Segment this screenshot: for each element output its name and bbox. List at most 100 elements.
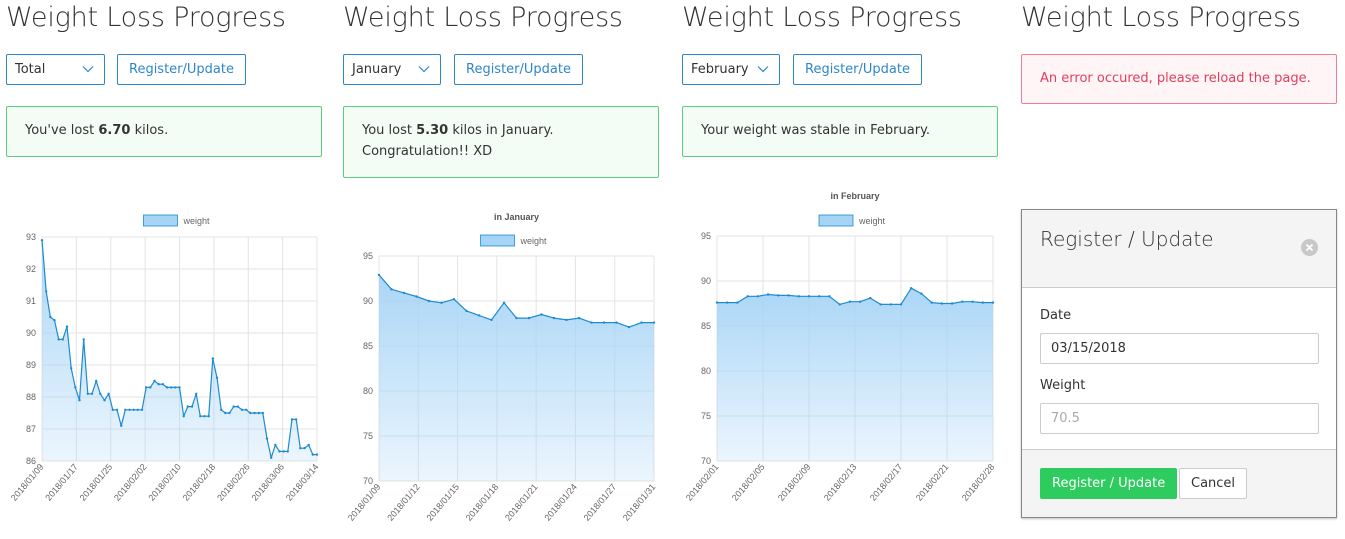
y-tick-label: 95 bbox=[363, 251, 373, 261]
data-point bbox=[295, 418, 298, 421]
data-point bbox=[818, 295, 821, 298]
y-tick-label: 90 bbox=[363, 296, 373, 306]
data-point bbox=[45, 290, 48, 293]
data-point bbox=[232, 405, 235, 408]
page-title: Weight Loss Progress bbox=[1021, 2, 1301, 33]
data-point bbox=[111, 408, 115, 411]
data-point bbox=[211, 357, 214, 360]
data-point bbox=[440, 301, 443, 304]
y-tick-label: 91 bbox=[26, 296, 36, 306]
y-tick-label: 86 bbox=[26, 456, 36, 466]
panel-february: Weight Loss Progress February Register/U… bbox=[682, 0, 1012, 539]
data-point bbox=[124, 408, 127, 411]
x-tick-label: 2018/01/24 bbox=[542, 482, 579, 523]
data-point bbox=[427, 299, 431, 303]
data-point bbox=[132, 408, 135, 411]
weight-field[interactable]: 70.5 bbox=[1040, 403, 1319, 434]
data-point bbox=[49, 315, 52, 319]
data-point bbox=[228, 411, 231, 415]
data-point bbox=[220, 408, 223, 411]
data-point bbox=[746, 295, 749, 298]
data-point bbox=[602, 321, 606, 324]
data-point bbox=[245, 408, 248, 411]
data-point bbox=[199, 415, 202, 418]
data-point bbox=[257, 411, 260, 415]
x-tick-label: 2018/02/10 bbox=[146, 462, 183, 503]
data-point bbox=[86, 392, 90, 395]
data-point bbox=[307, 443, 310, 447]
data-point bbox=[879, 303, 882, 306]
y-tick-label: 75 bbox=[363, 431, 373, 441]
close-icon[interactable] bbox=[1301, 239, 1318, 256]
data-point bbox=[153, 379, 156, 383]
x-tick-label: 2018/02/02 bbox=[112, 462, 149, 503]
data-point bbox=[299, 447, 302, 450]
data-point bbox=[95, 379, 98, 383]
data-point bbox=[90, 392, 94, 395]
data-point bbox=[515, 316, 518, 320]
data-point bbox=[889, 303, 892, 306]
y-tick-label: 88 bbox=[26, 392, 36, 402]
y-tick-label: 70 bbox=[363, 476, 373, 486]
y-tick-label: 75 bbox=[701, 411, 711, 421]
data-point bbox=[726, 301, 729, 304]
data-point bbox=[240, 408, 244, 411]
data-point bbox=[261, 411, 264, 415]
x-tick-label: 2018/01/15 bbox=[424, 482, 461, 523]
period-select[interactable]: January bbox=[343, 54, 441, 85]
register-update-button[interactable]: Register/Update bbox=[793, 54, 922, 85]
legend-swatch bbox=[818, 214, 854, 227]
data-point bbox=[390, 288, 393, 291]
period-select[interactable]: February bbox=[682, 54, 780, 85]
x-tick-label: 2018/01/31 bbox=[621, 482, 658, 523]
data-point bbox=[224, 411, 227, 415]
data-point bbox=[502, 301, 506, 304]
data-point bbox=[274, 443, 277, 447]
data-point bbox=[615, 321, 618, 324]
register-update-button[interactable]: Register/Update bbox=[454, 54, 583, 85]
data-point bbox=[140, 408, 144, 411]
x-tick-label: 2018/01/09 bbox=[9, 462, 46, 503]
y-tick-label: 90 bbox=[26, 328, 36, 338]
data-point bbox=[415, 295, 418, 298]
register-update-modal: Register / Update Date 03/15/2018 Weight… bbox=[1021, 209, 1337, 518]
data-point bbox=[797, 295, 800, 298]
series-area bbox=[379, 274, 654, 481]
chevron-down-icon bbox=[82, 66, 94, 73]
y-tick-label: 80 bbox=[363, 386, 373, 396]
data-point bbox=[282, 450, 285, 453]
data-point bbox=[161, 383, 164, 386]
y-tick-label: 93 bbox=[26, 232, 36, 242]
data-point bbox=[286, 450, 289, 453]
submit-register-update-button[interactable]: Register / Update bbox=[1040, 468, 1178, 499]
data-point bbox=[136, 408, 139, 411]
period-select[interactable]: Total bbox=[6, 54, 105, 85]
legend-label: weight bbox=[183, 216, 211, 226]
data-point bbox=[265, 437, 269, 440]
date-label: Date bbox=[1040, 308, 1072, 323]
register-update-button[interactable]: Register/Update bbox=[117, 54, 246, 85]
data-point bbox=[103, 399, 106, 402]
data-point bbox=[756, 295, 760, 298]
data-point bbox=[70, 367, 73, 370]
x-tick-label: 2018/02/17 bbox=[868, 462, 905, 503]
modal-title: Register / Update bbox=[1040, 227, 1214, 251]
chevron-down-icon bbox=[757, 66, 769, 73]
y-tick-label: 87 bbox=[26, 424, 36, 434]
data-point bbox=[981, 301, 984, 304]
data-point bbox=[940, 302, 944, 305]
data-point bbox=[590, 321, 593, 324]
data-point bbox=[270, 456, 273, 459]
y-tick-label: 85 bbox=[363, 341, 373, 351]
x-tick-label: 2018/01/27 bbox=[582, 482, 619, 523]
date-field[interactable]: 03/15/2018 bbox=[1040, 333, 1319, 364]
modal-header: Register / Update bbox=[1022, 210, 1336, 288]
error-alert: An error occured, please reload the page… bbox=[1021, 54, 1337, 104]
data-point bbox=[540, 313, 543, 316]
data-point bbox=[182, 415, 185, 418]
data-point bbox=[107, 392, 110, 395]
y-tick-label: 70 bbox=[701, 456, 711, 466]
y-tick-label: 92 bbox=[26, 264, 36, 274]
cancel-button[interactable]: Cancel bbox=[1179, 468, 1248, 499]
x-tick-label: 2018/01/12 bbox=[385, 482, 422, 523]
